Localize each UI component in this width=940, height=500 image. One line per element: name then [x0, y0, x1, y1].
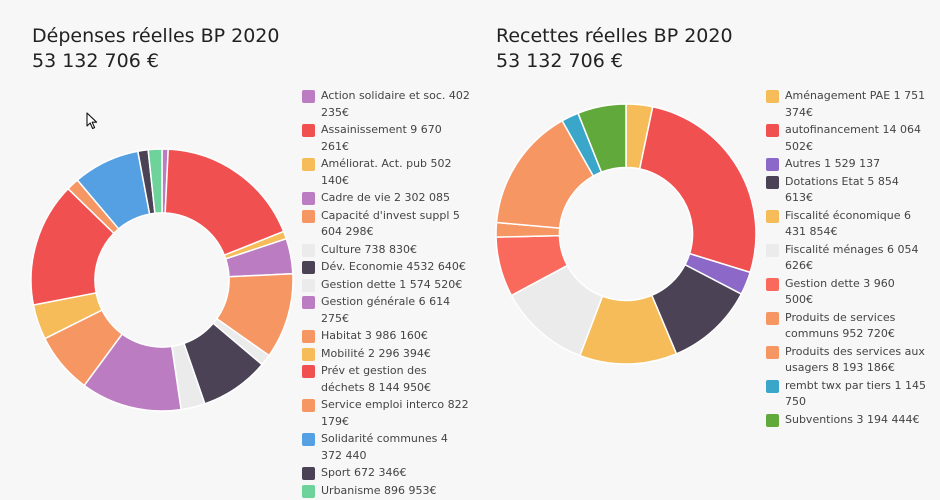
legend-label: Service emploi interco 822 179€ — [321, 398, 469, 428]
legend-item-mobilite-2-296-394[interactable]: Mobilité 2 296 394€ — [302, 346, 470, 363]
legend-item-action-solidaire-et-soc-402-235[interactable]: Action solidaire et soc. 402 235€ — [302, 88, 470, 121]
expenses-legend: Action solidaire et soc. 402 235€ Assaini… — [302, 88, 470, 500]
revenues-donut-chart — [495, 103, 757, 365]
legend-swatch — [302, 192, 315, 205]
mouse-cursor-icon — [86, 112, 98, 130]
legend-item-autres-1-529-137[interactable]: Autres 1 529 137 — [766, 156, 926, 173]
expenses-total: 53 132 706 € — [32, 50, 159, 72]
legend-swatch — [302, 209, 315, 223]
legend-item-solidarite-communes-4-372-440[interactable]: Solidarité communes 4 372 440 — [302, 431, 470, 464]
legend-item-fiscalite-menages-6-054-626[interactable]: Fiscalité ménages 6 054 626€ — [766, 242, 926, 275]
legend-label: Produits de services communs 952 720€ — [785, 310, 896, 341]
revenues-legend: Aménagement PAE 1 751 374€ autofinancemen… — [766, 88, 926, 429]
legend-label: Solidarité communes 4 372 440 — [321, 432, 448, 462]
legend-item-gestion-dette-3-960-500[interactable]: Gestion dette 3 960 500€ — [766, 276, 926, 309]
legend-item-produits-des-services-aux-usagers-8-193-[interactable]: Produits des services aux usagers 8 193 … — [766, 344, 926, 377]
legend-label: Prév et gestion des déchets 8 144 950€ — [321, 364, 432, 394]
legend-item-dev-economie-4532-640[interactable]: Dév. Economie 4532 640€ — [302, 259, 470, 276]
legend-swatch — [302, 296, 315, 309]
legend-label: Urbanisme 896 953€ — [321, 483, 437, 497]
expenses-title: Dépenses réelles BP 2020 — [32, 25, 280, 47]
legend-swatch — [302, 365, 315, 378]
legend-swatch — [766, 90, 779, 103]
legend-label: Cadre de vie 2 302 085 — [321, 191, 451, 204]
legend-swatch — [766, 124, 779, 137]
legend-item-culture-738-830[interactable]: Culture 738 830€ — [302, 242, 470, 259]
legend-label: Aménagement PAE 1 751 374€ — [785, 89, 926, 119]
legend-item-urbanisme-896-953[interactable]: Urbanisme 896 953€ — [302, 483, 470, 500]
revenues-title: Recettes réelles BP 2020 — [496, 25, 733, 47]
expenses-donut-chart — [30, 148, 294, 412]
donut-slice-subventions-3-194-444[interactable] — [577, 103, 627, 174]
legend-item-fiscalite-economique-6-431-854[interactable]: Fiscalité économique 6 431 854€ — [766, 208, 926, 241]
legend-item-gestion-dette-1-574-520[interactable]: Gestion dette 1 574 520€ — [302, 277, 470, 294]
legend-swatch — [302, 124, 315, 137]
legend-item-prev-et-gestion-des-dechets-8-144-950[interactable]: Prév et gestion des déchets 8 144 950€ — [302, 363, 470, 396]
revenues-panel: Recettes réelles BP 2020 53 132 706 € Am… — [464, 0, 940, 490]
legend-swatch — [766, 243, 779, 257]
expenses-panel: Dépenses réelles BP 2020 53 132 706 € Ac… — [0, 0, 470, 498]
legend-swatch — [766, 158, 779, 171]
legend-swatch — [302, 90, 315, 103]
legend-label: Gestion dette 3 960 500€ — [785, 276, 895, 307]
legend-swatch — [302, 399, 315, 412]
legend-swatch — [302, 261, 315, 274]
legend-swatch — [766, 175, 779, 189]
legend-label: Autres 1 529 137 — [785, 157, 881, 170]
legend-label: Culture 738 830€ — [321, 242, 418, 256]
legend-label: Subventions 3 194 444€ — [785, 412, 920, 426]
legend-swatch — [302, 467, 315, 480]
legend-label: Mobilité 2 296 394€ — [321, 346, 431, 360]
legend-item-service-emploi-interco-822-179[interactable]: Service emploi interco 822 179€ — [302, 397, 470, 430]
legend-label: Dév. Economie 4532 640€ — [321, 260, 466, 273]
legend-item-sport-672-346[interactable]: Sport 672 346€ — [302, 465, 470, 482]
legend-swatch — [766, 277, 779, 291]
legend-item-dotations-etat-5-854-613[interactable]: Dotations Etat 5 854 613€ — [766, 174, 926, 207]
legend-swatch — [302, 278, 315, 292]
legend-label: Capacité d'invest suppl 5 604 298€ — [321, 208, 460, 239]
legend-label: Gestion générale 6 614 275€ — [321, 295, 451, 325]
legend-item-assainissement-9-670-261[interactable]: Assainissement 9 670 261€ — [302, 122, 470, 155]
legend-swatch — [766, 311, 779, 325]
legend-label: rembt twx par tiers 1 145 750 — [785, 378, 926, 409]
legend-item-ameliorat-act-pub-502-140[interactable]: Améliorat. Act. pub 502 140€ — [302, 156, 470, 189]
legend-swatch — [766, 379, 779, 393]
legend-item-cadre-de-vie-2-302-085[interactable]: Cadre de vie 2 302 085 — [302, 190, 470, 207]
legend-item-habitat-3-986-160[interactable]: Habitat 3 986 160€ — [302, 328, 470, 345]
legend-item-subventions-3-194-444[interactable]: Subventions 3 194 444€ — [766, 412, 926, 429]
legend-swatch — [302, 347, 315, 361]
legend-item-amenagement-pae-1-751-374[interactable]: Aménagement PAE 1 751 374€ — [766, 88, 926, 121]
legend-label: autofinancement 14 064 502€ — [785, 123, 921, 153]
legend-label: Fiscalité ménages 6 054 626€ — [785, 242, 919, 273]
legend-swatch — [302, 158, 315, 171]
legend-item-produits-de-services-communs-952-720[interactable]: Produits de services communs 952 720€ — [766, 310, 926, 343]
legend-label: Assainissement 9 670 261€ — [321, 123, 442, 153]
donut-slice-urbanisme-896-953[interactable] — [147, 148, 163, 215]
legend-swatch — [302, 330, 315, 343]
revenues-total: 53 132 706 € — [496, 50, 623, 72]
legend-swatch — [302, 433, 315, 446]
legend-swatch — [766, 209, 779, 223]
legend-swatch — [766, 345, 779, 359]
legend-label: Sport 672 346€ — [321, 466, 407, 479]
legend-item-rembt-twx-par-tiers-1-145-750[interactable]: rembt twx par tiers 1 145 750 — [766, 378, 926, 411]
legend-label: Fiscalité économique 6 431 854€ — [785, 208, 912, 239]
legend-swatch — [302, 484, 315, 498]
legend-item-capacite-d-invest-suppl-5-604-298[interactable]: Capacité d'invest suppl 5 604 298€ — [302, 208, 470, 241]
legend-label: Habitat 3 986 160€ — [321, 329, 428, 342]
legend-label: Améliorat. Act. pub 502 140€ — [321, 157, 452, 187]
donut-slice-autofinancement-14-064-502[interactable] — [638, 105, 757, 274]
legend-label: Gestion dette 1 574 520€ — [321, 277, 463, 291]
legend-swatch — [302, 243, 315, 257]
legend-item-gestion-generale-6-614-275[interactable]: Gestion générale 6 614 275€ — [302, 294, 470, 327]
legend-item-autofinancement-14-064-502[interactable]: autofinancement 14 064 502€ — [766, 122, 926, 155]
legend-label: Action solidaire et soc. 402 235€ — [321, 89, 470, 119]
legend-label: Produits des services aux usagers 8 193 … — [785, 344, 925, 375]
legend-swatch — [766, 413, 779, 427]
legend-label: Dotations Etat 5 854 613€ — [785, 174, 899, 205]
